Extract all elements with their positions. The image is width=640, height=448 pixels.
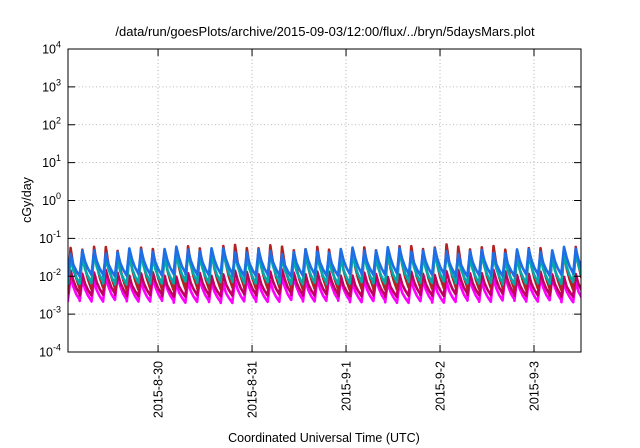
series-layer bbox=[68, 243, 581, 305]
x-axis: 2015-8-30 2015-8-31 2015-9-1 2015-9-2 2015-9… bbox=[152, 49, 542, 418]
y-tick-label: 104 bbox=[42, 40, 61, 57]
x-tick-label: 2015-8-30 bbox=[152, 361, 166, 418]
y-tick-label: 10-4 bbox=[39, 343, 61, 360]
x-axis-label: Coordinated Universal Time (UTC) bbox=[228, 431, 420, 445]
y-axis-label: cGy/day bbox=[20, 176, 34, 223]
y-tick-label: 101 bbox=[42, 153, 61, 170]
y-tick-label: 10-2 bbox=[39, 267, 61, 284]
x-tick-label: 2015-9-3 bbox=[528, 361, 542, 411]
x-tick-label: 2015-9-2 bbox=[434, 361, 448, 411]
y-tick-label: 103 bbox=[42, 77, 61, 94]
y-axis: 10-4 10-3 10-2 10-1 100 101 102 103 104 bbox=[39, 40, 581, 360]
x-tick-label: 2015-8-31 bbox=[246, 361, 260, 418]
y-tick-label: 100 bbox=[42, 191, 61, 208]
chart-title: /data/run/goesPlots/archive/2015-09-03/1… bbox=[115, 24, 535, 39]
y-tick-label: 102 bbox=[42, 115, 61, 132]
series-line bbox=[68, 245, 581, 278]
y-tick-label: 10-3 bbox=[39, 305, 61, 322]
y-tick-label: 10-1 bbox=[39, 229, 61, 246]
x-tick-label: 2015-9-1 bbox=[340, 361, 354, 411]
